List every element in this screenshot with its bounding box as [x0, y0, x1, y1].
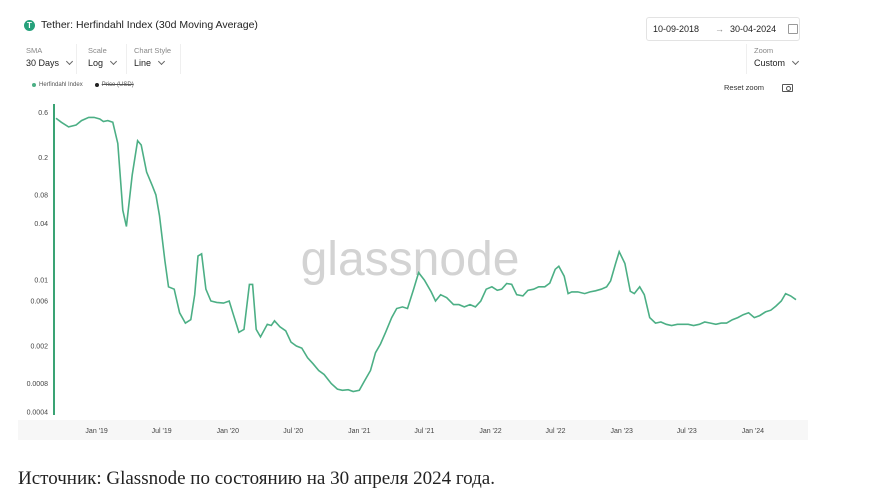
chart-header: T Tether: Herfindahl Index (30d Moving A…	[24, 19, 258, 31]
x-tick-label: Jan '23	[611, 428, 633, 435]
arrow-right-icon: →	[715, 24, 725, 34]
y-tick-label: 0.08	[34, 192, 48, 199]
x-tick-label: Jan '21	[348, 428, 370, 435]
y-tick-label: 0.0008	[27, 381, 49, 388]
zoom-label: Zoom	[754, 46, 774, 55]
x-tick-label: Jan '22	[479, 428, 501, 435]
x-tick-label: Jul '21	[414, 428, 434, 435]
chart-style-dropdown[interactable]: Chart Style Line	[134, 46, 171, 68]
tether-icon: T	[24, 19, 35, 31]
date-range-picker[interactable]: 10-09-2018 → 30-04-2024	[646, 17, 800, 41]
sma-label: SMA	[26, 46, 43, 55]
divider	[76, 44, 77, 74]
x-tick-label: Jul '19	[152, 428, 172, 435]
chart-style-value: Line	[134, 58, 152, 68]
scale-value: Log	[88, 58, 104, 68]
zoom-dropdown[interactable]: Zoom Custom	[754, 46, 800, 68]
divider	[746, 44, 747, 74]
date-start[interactable]: 10-09-2018	[653, 24, 700, 34]
scale-dropdown[interactable]: Scale Log	[88, 46, 118, 68]
legend-item-herfindahl[interactable]: Herfindahl Index	[32, 82, 83, 88]
y-tick-label: 0.002	[30, 344, 48, 351]
legend-dot	[32, 83, 36, 87]
source-note: Источник: Glassnode по состоянию на 30 а…	[18, 468, 495, 489]
chart-plot: glassnode 0.6 0.2 0.08 0.04 0.01 0.006 0.002 0.…	[18, 104, 808, 440]
y-tick-label: 0.04	[34, 221, 48, 228]
legend-label: Herfindahl Index	[39, 82, 83, 88]
y-tick-label: 0.006	[30, 299, 48, 306]
x-tick-label: Jul '23	[677, 428, 697, 435]
legend-label: Price (USD)	[101, 82, 134, 88]
divider	[180, 44, 181, 74]
scale-label: Scale	[88, 46, 107, 55]
x-tick-label: Jan '19	[85, 428, 107, 435]
chart-legend: Herfindahl Index Price (USD)	[32, 82, 134, 88]
chart-panel: T Tether: Herfindahl Index (30d Moving A…	[18, 10, 808, 440]
chart-style-label: Chart Style	[134, 46, 172, 55]
x-tick-label: Jan '20	[217, 428, 239, 435]
camera-icon[interactable]	[782, 84, 793, 92]
y-tick-label: 0.2	[38, 155, 48, 162]
date-end[interactable]: 30-04-2024	[730, 24, 777, 34]
watermark: glassnode	[301, 233, 520, 286]
y-tick-label: 0.6	[38, 110, 48, 117]
legend-dot	[94, 83, 99, 87]
sma-value: 30 Days	[26, 58, 60, 68]
divider	[126, 44, 127, 74]
y-tick-label: 0.0004	[27, 410, 49, 417]
reset-zoom-button[interactable]: Reset zoom	[724, 83, 765, 92]
x-tick-label: Jul '22	[546, 428, 566, 435]
x-tick-label: Jul '20	[283, 428, 303, 435]
zoom-value: Custom	[754, 58, 786, 68]
sma-dropdown[interactable]: SMA 30 Days	[26, 46, 74, 68]
x-tick-label: Jan '24	[742, 428, 764, 435]
legend-item-price[interactable]: Price (USD)	[94, 82, 134, 88]
y-tick-label: 0.01	[34, 278, 48, 285]
series-line-herfindahl	[55, 116, 797, 393]
chart-title: Tether: Herfindahl Index (30d Moving Ave…	[41, 19, 258, 31]
calendar-icon[interactable]	[788, 24, 799, 34]
x-axis-band	[18, 420, 808, 440]
